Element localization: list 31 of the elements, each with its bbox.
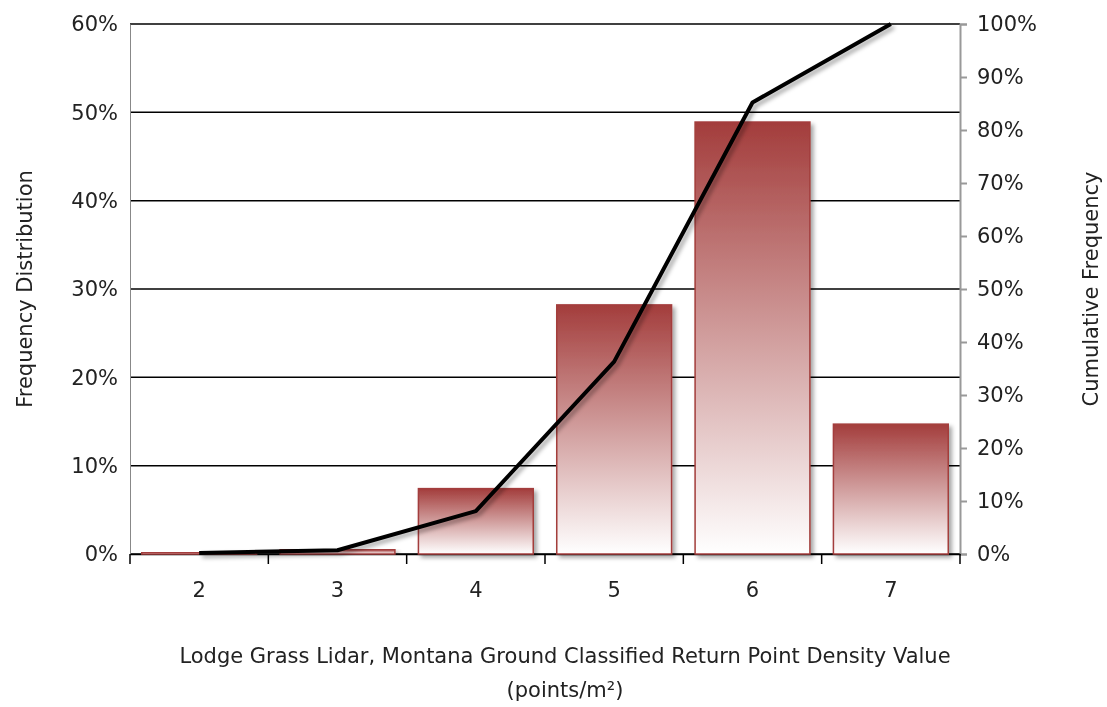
y2-tick-label: 100% [977,12,1038,37]
x-tick-label: 2 [192,577,206,602]
y-axis-title: Frequency Distribution [13,170,37,408]
x-tick-label: 4 [469,577,483,602]
y-tick-label: 60% [71,12,118,37]
x-tick-label: 7 [884,577,898,602]
bar [832,423,949,555]
y2-tick-label: 0% [977,542,1011,567]
y2-tick-label: 50% [977,277,1024,302]
y-tick-label: 40% [71,188,118,213]
x-tick-label: 6 [745,577,760,602]
y-tick-label: 10% [71,453,118,478]
y-tick-label: 20% [71,365,118,390]
y-tick-label: 30% [71,277,118,302]
y2-tick-label: 20% [977,436,1024,461]
y2-tick-label: 30% [977,383,1024,408]
x-tick-label: 5 [607,577,621,602]
y2-tick-label: 70% [977,171,1024,196]
y2-tick-label: 60% [977,224,1024,249]
bar [556,304,673,555]
y2-axis-title: Cumulative Frequency [1079,171,1103,407]
bar [694,121,811,555]
y2-tick-label: 10% [977,489,1024,514]
x-tick-label: 3 [330,577,345,602]
x-axis-title: Lodge Grass Lidar, Montana Ground Classified Return Point Density Value (points/m²) [179,644,951,702]
y2-tick-label: 80% [977,118,1024,143]
y2-tick-label: 90% [977,65,1024,90]
y2-tick-label: 40% [977,330,1024,355]
y-tick-label: 50% [71,100,118,125]
bar [417,487,534,555]
y-tick-label: 0% [84,542,118,567]
